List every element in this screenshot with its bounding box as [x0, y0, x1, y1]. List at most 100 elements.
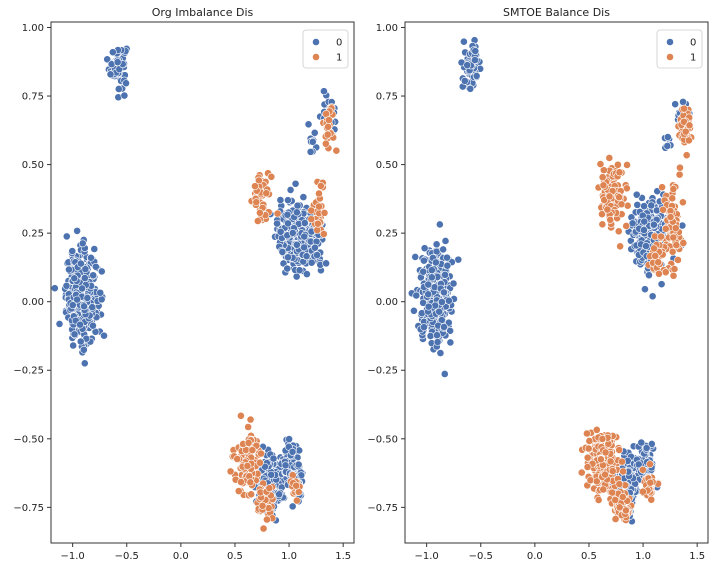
panel-title: Org Imbalance Dis [152, 6, 254, 19]
scatter-point [443, 261, 452, 270]
scatter-point [598, 173, 607, 182]
scatter-point [323, 130, 332, 139]
scatter-point [237, 411, 245, 420]
scatter-point [443, 253, 451, 262]
scatter-point [435, 307, 444, 316]
scatter-point [284, 219, 292, 228]
scatter-point [657, 280, 666, 289]
scatter-point [302, 270, 311, 279]
scatter-point [70, 330, 79, 339]
scatter-point [304, 120, 313, 129]
scatter-point [617, 200, 626, 209]
scatter-point [81, 265, 90, 274]
scatter-point [640, 217, 649, 226]
scatter-point [619, 467, 627, 476]
scatter-point [51, 284, 59, 293]
scatter-point [78, 284, 86, 293]
scatter-point [244, 423, 253, 431]
scatter-point [641, 285, 649, 294]
scatter-point [114, 85, 123, 93]
scatter-point [79, 345, 88, 354]
scatter-point [611, 496, 620, 504]
scatter-point [76, 320, 84, 329]
scatter-point [68, 301, 77, 310]
scatter-point [315, 202, 323, 211]
scatter-point [122, 79, 130, 88]
scatter-point [605, 192, 614, 201]
scatter-point [295, 266, 304, 275]
scatter-point [324, 122, 332, 131]
scatter-point [226, 467, 235, 476]
scatter-point [320, 208, 329, 217]
scatter-point [269, 454, 278, 463]
scatter-point [598, 220, 607, 229]
scatter-point [103, 55, 112, 64]
scatter-point [313, 219, 322, 228]
x-tick-label: 1.0 [281, 551, 297, 562]
y-tick-label: 0.00 [22, 297, 44, 308]
scatter-point [583, 463, 592, 471]
scatter-point [601, 448, 610, 457]
scatter-point [666, 213, 675, 221]
scatter-point [680, 117, 688, 126]
scatter-point [258, 501, 267, 510]
y-tick-label: −0.25 [13, 366, 44, 377]
y-tick-label: 1.00 [376, 23, 398, 34]
scatter-point [420, 244, 429, 253]
panel-org-imbalance: Org Imbalance Dis −1.0 −0.5 0.0 0.5 1.0 1.5 1.0… [13, 6, 355, 562]
scatter-point [113, 58, 122, 67]
scatter-point [634, 460, 643, 469]
scatter-point [80, 359, 89, 368]
x-tick-label: 1.5 [335, 551, 351, 562]
scatter-point [80, 274, 89, 282]
scatter-point [599, 485, 608, 494]
scatter-point [76, 259, 85, 268]
scatter-point [606, 215, 615, 224]
scatter-point [253, 217, 262, 225]
scatter-point [313, 251, 321, 259]
scatter-point [426, 332, 435, 340]
scatter-point [678, 198, 687, 207]
scatter-point [424, 280, 433, 289]
legend-label-0: 0 [690, 38, 696, 49]
scatter-point [646, 478, 655, 487]
scatter-point [615, 193, 624, 202]
scatter-point [613, 160, 622, 169]
x-tick-label: 0.5 [581, 551, 597, 562]
scatter-point [273, 219, 281, 228]
y-tick-label: 0.00 [376, 297, 398, 308]
scatter-point [73, 295, 81, 304]
series-0-points [51, 44, 340, 525]
scatter-point [65, 265, 73, 274]
y-tick-label: 0.75 [376, 92, 398, 103]
scatter-point [618, 492, 627, 501]
scatter-point [674, 256, 682, 264]
scatter-point [583, 429, 591, 438]
scatter-point [446, 326, 455, 335]
series-1-points [226, 103, 341, 533]
scatter-point [622, 506, 630, 515]
scatter-point [247, 490, 256, 499]
scatter-point [246, 478, 255, 487]
scatter-point [234, 487, 243, 495]
scatter-point [655, 269, 663, 278]
scatter-point [675, 170, 684, 179]
scatter-point [685, 121, 694, 130]
scatter-point [437, 316, 446, 324]
scatter-point [325, 116, 333, 124]
x-tick-label: 1.0 [635, 551, 651, 562]
scatter-point [632, 190, 641, 199]
scatter-point [669, 271, 678, 280]
scatter-point [106, 70, 115, 79]
scatter-point [90, 245, 99, 253]
y-tick-label: −0.75 [13, 503, 44, 514]
scatter-point [637, 438, 646, 447]
scatter-point [292, 208, 301, 217]
scatter-point [80, 302, 88, 311]
scatter-point [316, 182, 325, 190]
scatter-point [307, 215, 316, 224]
legend-marker-0 [666, 38, 674, 46]
series-1-points [577, 104, 696, 524]
scatter-point [440, 288, 448, 297]
scatter-point [410, 306, 418, 315]
